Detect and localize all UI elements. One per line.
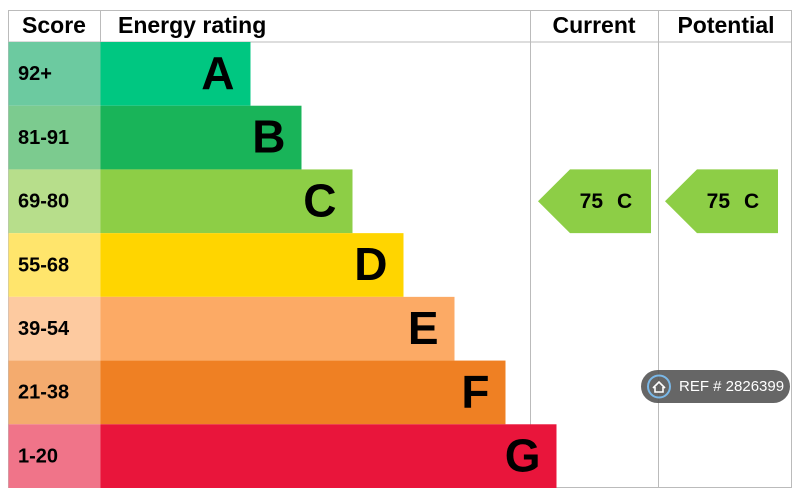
rating-bar [100, 169, 353, 234]
header-current: Current [552, 12, 635, 38]
potential-letter: C [744, 190, 759, 213]
rating-bar [100, 105, 302, 170]
score-label: 92+ [18, 63, 52, 85]
rating-bar [100, 360, 506, 425]
ref-text: REF # 2826399 [679, 378, 784, 395]
rating-bar [100, 296, 455, 361]
rating-bar [100, 42, 251, 106]
potential-value: 75 [707, 190, 731, 213]
header-potential: Potential [677, 12, 774, 38]
score-label: 21-38 [18, 382, 69, 404]
rating-letter: A [201, 47, 234, 99]
rating-letter: D [354, 238, 387, 290]
ref-icon [647, 374, 671, 399]
rating-bar [100, 424, 557, 488]
ref-badge [641, 370, 790, 403]
rating-letter: B [252, 111, 285, 163]
score-label: 69-80 [18, 191, 69, 213]
rating-letter: F [461, 366, 489, 418]
score-cell [8, 42, 101, 106]
header-score: Score [22, 12, 86, 38]
score-cell [8, 105, 101, 170]
score-cell [8, 233, 101, 297]
score-cell [8, 169, 101, 234]
score-cell [8, 296, 101, 361]
score-cell [8, 424, 101, 488]
current-value: 75 [580, 190, 604, 213]
score-label: 81-91 [18, 127, 69, 149]
score-label: 39-54 [18, 318, 70, 340]
header-rating: Energy rating [118, 12, 266, 38]
rating-letter: G [505, 429, 541, 481]
rating-bar [100, 233, 404, 297]
current-arrow [538, 169, 651, 234]
current-letter: C [617, 190, 632, 213]
score-label: 55-68 [18, 254, 69, 276]
potential-arrow [665, 169, 778, 234]
rating-letter: C [303, 174, 336, 226]
score-cell [8, 360, 101, 425]
score-label: 1-20 [18, 445, 58, 467]
home-icon [652, 380, 666, 393]
rating-letter: E [408, 302, 439, 354]
